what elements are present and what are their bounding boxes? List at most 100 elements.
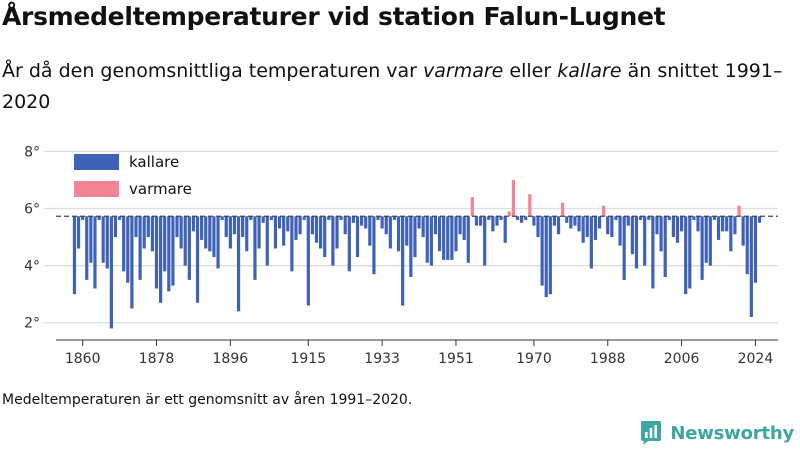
bar-1866 — [105, 216, 109, 269]
bar-2012 — [704, 216, 708, 263]
bar-1913 — [298, 216, 302, 235]
bar-1887 — [191, 216, 196, 232]
bar-1989 — [610, 216, 614, 238]
bar-1968 — [524, 216, 528, 220]
bar-1949 — [446, 216, 450, 260]
bar-1879 — [159, 216, 163, 303]
bar-1951 — [454, 216, 458, 252]
bar-1885 — [183, 216, 187, 266]
bar-1962 — [499, 216, 503, 220]
bar-1940 — [409, 216, 413, 278]
bar-1863 — [93, 216, 97, 289]
bar-1944 — [425, 216, 429, 263]
bar-1924 — [343, 216, 347, 235]
bar-1967 — [520, 216, 524, 223]
bar-1858 — [72, 216, 77, 295]
bar-1865 — [101, 216, 105, 263]
bar-1969 — [528, 194, 532, 217]
bar-1912 — [294, 216, 298, 240]
bar-1890 — [204, 216, 208, 249]
bar-1908 — [277, 216, 282, 229]
bar-1947 — [437, 216, 442, 252]
bar-1899 — [241, 216, 245, 238]
bar-1929 — [364, 216, 368, 229]
bar-1996 — [638, 216, 643, 220]
bar-1902 — [253, 216, 257, 280]
bar-1931 — [372, 216, 376, 275]
bar-2022 — [745, 216, 749, 275]
x-tick-label: 1896 — [213, 351, 249, 367]
bar-1973 — [544, 216, 548, 298]
bar-1966 — [515, 216, 520, 220]
bar-1867 — [109, 216, 113, 329]
bar-1923 — [339, 216, 343, 220]
bar-1945 — [429, 216, 433, 266]
bar-1995 — [634, 216, 639, 269]
bar-1918 — [318, 216, 323, 249]
x-tick-label: 1988 — [590, 351, 626, 367]
bar-2016 — [721, 216, 725, 232]
bar-1884 — [179, 216, 183, 249]
bar-1930 — [368, 216, 372, 246]
bar-1952 — [458, 216, 462, 235]
bar-1894 — [220, 216, 224, 220]
chart-subtitle: År då den genomsnittliga temperaturen va… — [2, 56, 792, 118]
temperature-chart: 2° 4° 6° 8° 1860 1878 1896 1915 1933 1951 1970 1988… — [24, 144, 778, 367]
bar-1938 — [401, 216, 405, 306]
x-tick-label: 1933 — [364, 351, 400, 367]
bar-1901 — [249, 216, 253, 220]
bar-1965 — [511, 179, 516, 217]
bar-1904 — [261, 216, 265, 223]
y-tick-label: 4° — [24, 259, 40, 275]
bar-1915 — [306, 216, 310, 306]
bar-1883 — [175, 216, 179, 238]
bar-2025 — [757, 216, 762, 223]
bar-1919 — [323, 216, 327, 258]
bar-1992 — [622, 216, 626, 280]
bar-1870 — [122, 216, 126, 272]
bar-1970 — [532, 216, 536, 226]
bar-1922 — [335, 216, 339, 249]
bar-1897 — [232, 216, 237, 235]
bar-1988 — [606, 216, 610, 235]
legend-swatch-kallare — [74, 154, 119, 170]
subtitle-part2: eller — [503, 60, 558, 82]
brand[interactable]: Newsworthy — [639, 420, 794, 446]
chart-title: Årsmedeltemperaturer vid station Falun-L… — [2, 2, 666, 31]
bar-1906 — [269, 216, 273, 220]
bar-1864 — [97, 216, 101, 220]
bar-2020 — [737, 205, 741, 217]
y-tick-label: 2° — [24, 316, 40, 332]
legend-label-kallare: kallare — [129, 153, 179, 171]
bar-1933 — [380, 216, 384, 229]
bar-1983 — [585, 216, 589, 238]
bar-1937 — [396, 216, 401, 252]
bar-1909 — [282, 216, 286, 246]
subtitle-part1: År då den genomsnittliga temperaturen va… — [2, 60, 424, 82]
bar-2003 — [667, 216, 671, 220]
bar-1869 — [117, 216, 122, 220]
bar-1905 — [265, 216, 269, 266]
bar-1916 — [310, 216, 314, 235]
bar-1898 — [236, 216, 241, 312]
bar-1932 — [376, 216, 380, 220]
bar-1997 — [643, 216, 647, 266]
bar-1872 — [130, 216, 134, 309]
bar-2023 — [749, 216, 753, 318]
bar-1877 — [150, 216, 155, 252]
x-tick-label: 1878 — [139, 351, 175, 367]
bar-1948 — [442, 216, 446, 260]
bar-2021 — [741, 216, 745, 246]
bar-1860 — [81, 216, 85, 220]
x-tick-label: 1970 — [516, 351, 552, 367]
bar-1881 — [167, 216, 171, 292]
bar-2024 — [753, 216, 758, 283]
bar-1875 — [142, 216, 146, 249]
bar-1935 — [388, 216, 392, 249]
bar-1928 — [360, 216, 364, 226]
bar-2001 — [659, 216, 663, 252]
bar-1954 — [466, 216, 470, 263]
bar-1980 — [573, 216, 577, 226]
bar-2011 — [700, 216, 704, 280]
bar-1957 — [478, 216, 483, 226]
